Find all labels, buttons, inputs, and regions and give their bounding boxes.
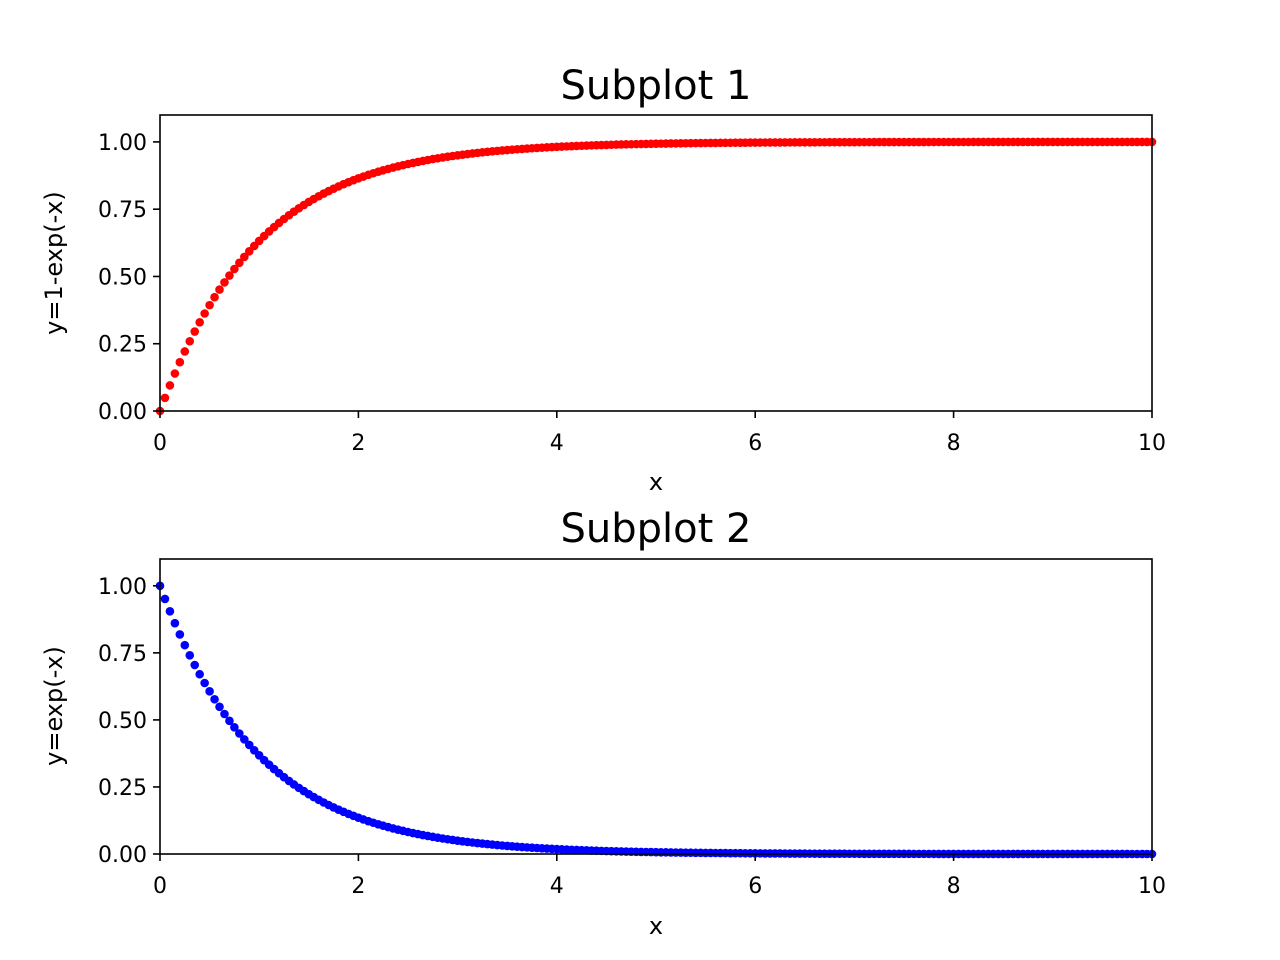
subplot-2-point xyxy=(165,607,175,616)
subplot-2-point xyxy=(160,594,170,604)
subplot-1-point xyxy=(180,347,190,356)
subplot-1-point xyxy=(240,252,249,262)
subplot-1-point xyxy=(175,357,185,367)
subplot-2-x-ticks: 0 2 4 6 8 10 xyxy=(153,854,1166,899)
subplot-1-point xyxy=(185,336,195,346)
subplot-1-y-tick-label: 1.00 xyxy=(98,131,147,156)
subplot-1-point xyxy=(195,317,204,327)
subplot-2-point xyxy=(200,678,209,688)
subplot-2-point xyxy=(240,735,249,744)
subplot-2-point xyxy=(210,694,219,704)
subplot-2-y-ticks: 0.00 0.25 0.50 0.75 1.00 xyxy=(98,575,160,868)
subplot-2-x-axis-label: x xyxy=(649,912,663,940)
subplot-1-y-tick-label: 0.75 xyxy=(98,198,147,223)
subplot-1-x-tick-label: 0 xyxy=(153,431,167,456)
subplot-1-y-ticks: 0.00 0.25 0.50 0.75 1.00 xyxy=(98,131,160,425)
subplot-1-point xyxy=(235,258,244,268)
subplot-2-frame xyxy=(159,558,1153,855)
subplot-2-point xyxy=(230,723,239,732)
subplot-1-point xyxy=(225,271,234,280)
subplot-2-point xyxy=(220,709,229,719)
subplot-2-point xyxy=(185,651,195,660)
subplot-1-point xyxy=(165,381,175,390)
subplot-2-y-tick-label: 0.75 xyxy=(98,642,147,667)
subplot-2-point xyxy=(225,716,234,726)
subplot-2-point xyxy=(190,660,200,670)
subplot-1-title: Subplot 1 xyxy=(561,63,752,109)
subplot-1-x-tick-label: 8 xyxy=(947,431,961,456)
subplot-2-x-tick-label: 10 xyxy=(1138,874,1166,899)
subplot-2-point xyxy=(235,729,244,738)
subplot-1-x-tick-label: 4 xyxy=(550,431,564,456)
subplot-2-x-tick-label: 2 xyxy=(351,874,365,899)
subplot-1-point xyxy=(215,285,224,294)
subplot-1-point xyxy=(205,300,214,310)
subplot-2-x-tick-label: 8 xyxy=(947,874,961,899)
subplot-2-point xyxy=(205,687,214,696)
subplot-1-x-tick-label: 6 xyxy=(748,431,762,456)
subplot-1-points xyxy=(155,137,1157,416)
subplot-1-y-tick-label: 0.50 xyxy=(98,265,147,290)
subplot-1-x-tick-label: 10 xyxy=(1138,431,1166,456)
subplot-2-x-tick-label: 0 xyxy=(153,874,167,899)
subplot-1-point xyxy=(190,327,200,336)
subplot-1-frame xyxy=(159,114,1153,412)
subplot-2: Subplot 2 0 2 4 6 8 10 0.00 0.25 0.50 0.75 1.00 x… xyxy=(40,506,1166,940)
subplot-1-point xyxy=(230,264,239,274)
subplot-2-y-tick-label: 0.50 xyxy=(98,709,147,734)
subplot-1-point xyxy=(160,393,170,403)
subplot-2-point xyxy=(180,640,190,650)
subplot-1-y-axis-label: y=1-exp(-x) xyxy=(40,191,68,335)
subplot-1-y-tick-label: 0.00 xyxy=(98,400,147,425)
subplot-2-points xyxy=(155,581,1157,859)
subplot-1: Subplot 1 0 2 4 6 8 10 0.00 0.25 0.50 0.75 1.00 x… xyxy=(40,63,1166,496)
subplot-2-x-tick-label: 6 xyxy=(748,874,762,899)
subplot-1-point xyxy=(220,278,229,287)
subplot-1-y-tick-label: 0.25 xyxy=(98,333,147,358)
subplot-2-title: Subplot 2 xyxy=(561,506,752,552)
subplot-2-y-tick-label: 0.00 xyxy=(98,843,147,868)
subplot-2-x-tick-label: 4 xyxy=(550,874,564,899)
subplot-1-x-tick-label: 2 xyxy=(351,431,365,456)
subplot-1-point xyxy=(210,292,219,302)
subplot-2-point xyxy=(195,669,204,679)
subplot-2-point xyxy=(170,618,180,628)
subplot-2-point xyxy=(215,702,224,712)
subplot-1-x-ticks: 0 2 4 6 8 10 xyxy=(153,411,1166,456)
subplot-2-y-tick-label: 1.00 xyxy=(98,575,147,600)
subplot-2-y-tick-label: 0.25 xyxy=(98,776,147,801)
subplot-2-y-axis-label: y=exp(-x) xyxy=(40,646,68,766)
subplot-1-x-axis-label: x xyxy=(649,468,663,496)
subplot-1-point xyxy=(200,309,209,318)
subplot-2-point xyxy=(175,630,185,639)
subplot-1-point xyxy=(170,369,180,378)
